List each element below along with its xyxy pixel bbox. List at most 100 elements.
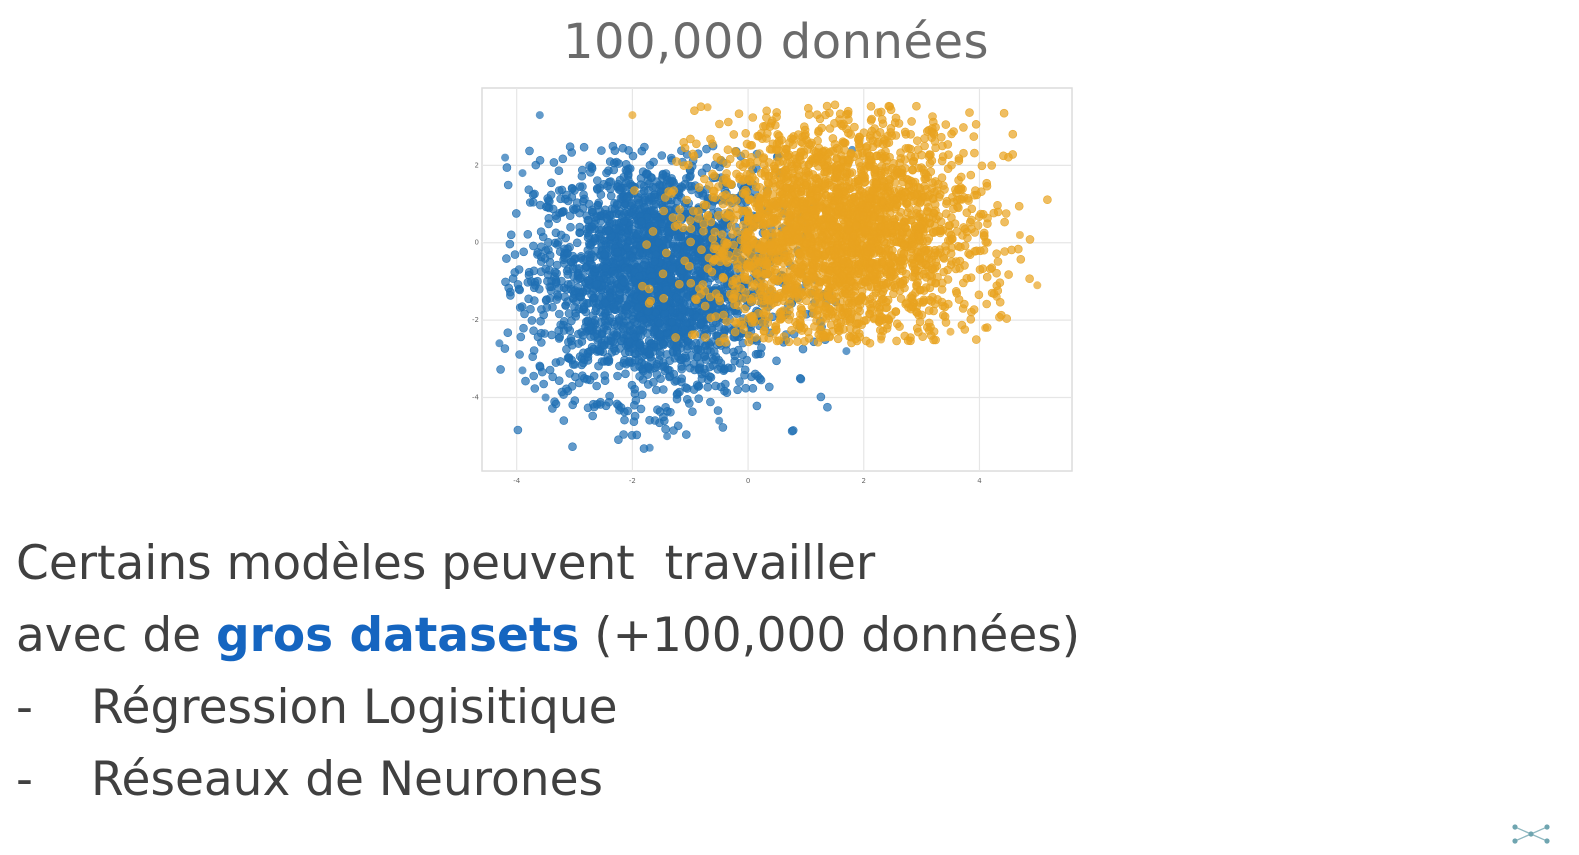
- series-blue-point: [596, 231, 605, 241]
- series-blue-point: [613, 328, 622, 337]
- series-blue-point: [620, 216, 629, 226]
- series-blue-point: [568, 400, 577, 410]
- series-blue-point: [565, 142, 575, 151]
- series-blue-point: [606, 177, 615, 186]
- series-blue-point: [701, 355, 711, 364]
- series-blue-point: [635, 340, 645, 349]
- series-orange-point: [962, 274, 972, 283]
- series-orange-point: [987, 161, 997, 170]
- series-orange-point: [966, 315, 976, 324]
- series-orange-point: [774, 131, 784, 141]
- series-orange-point: [707, 267, 717, 277]
- series-orange-point: [830, 100, 840, 110]
- series-orange-point: [873, 137, 883, 147]
- series-orange-point: [740, 149, 750, 159]
- series-orange-point: [878, 326, 888, 336]
- series-orange-point: [901, 299, 911, 309]
- series-blue-point: [630, 362, 639, 372]
- series-blue-point: [657, 219, 666, 228]
- series-orange-point: [834, 325, 843, 335]
- series-blue-point: [579, 348, 588, 358]
- series-orange-point: [708, 186, 718, 196]
- series-orange-point: [882, 139, 891, 148]
- series-orange-point: [912, 308, 922, 317]
- series-blue-point: [619, 277, 628, 287]
- series-blue-point: [582, 211, 591, 221]
- series-orange-point: [857, 267, 867, 276]
- series-orange-point: [811, 147, 821, 157]
- series-blue-point: [643, 307, 653, 316]
- series-orange-point: [758, 252, 768, 261]
- series-orange-point: [866, 101, 876, 111]
- series-orange-point: [1043, 195, 1052, 204]
- series-orange-point: [662, 248, 671, 258]
- series-blue-point: [658, 170, 668, 180]
- series-orange-point: [954, 154, 964, 163]
- series-orange-point: [922, 184, 931, 194]
- series-orange-point: [755, 244, 765, 253]
- x-tick-label: -2: [629, 477, 636, 485]
- series-blue-point: [541, 264, 550, 274]
- series-orange-point: [802, 279, 812, 288]
- series-blue-point: [554, 376, 564, 386]
- series-blue-point: [564, 337, 573, 347]
- series-orange-point: [748, 113, 758, 122]
- series-blue-point: [586, 168, 595, 177]
- series-blue-point: [529, 371, 539, 381]
- series-orange-point: [960, 261, 969, 270]
- series-blue-point: [535, 111, 544, 120]
- series-blue-point: [715, 416, 724, 425]
- series-blue-point: [584, 199, 594, 209]
- series-orange-point: [927, 277, 936, 286]
- series-orange-point: [912, 101, 921, 111]
- series-orange-point: [922, 198, 932, 207]
- series-orange-point: [741, 128, 751, 138]
- series-blue-point: [764, 382, 774, 392]
- series-blue-point: [553, 292, 563, 301]
- series-blue-point: [581, 307, 591, 317]
- series-orange-point: [833, 282, 843, 291]
- series-orange-point: [1016, 255, 1026, 264]
- series-orange-point: [995, 278, 1005, 287]
- series-blue-point: [706, 397, 715, 407]
- series-blue-point: [589, 344, 598, 354]
- series-blue-point: [605, 292, 615, 302]
- series-blue-point: [564, 309, 574, 318]
- series-blue-point: [600, 376, 610, 386]
- series-blue-point: [615, 175, 625, 185]
- series-blue-point: [677, 364, 686, 374]
- series-blue-point: [609, 302, 618, 312]
- series-blue-point: [583, 316, 592, 325]
- series-blue-point: [506, 230, 516, 240]
- series-blue-point: [518, 366, 527, 375]
- series-blue-point: [697, 374, 707, 383]
- series-orange-point: [900, 331, 910, 341]
- series-blue-point: [495, 339, 504, 348]
- series-orange-point: [723, 145, 733, 154]
- series-blue-point: [661, 424, 670, 434]
- series-blue-point: [651, 308, 660, 317]
- series-blue-point: [513, 280, 523, 289]
- series-blue-point: [630, 411, 640, 421]
- series-blue-point: [570, 205, 579, 215]
- series-blue-point: [798, 344, 808, 354]
- series-orange-point: [814, 127, 823, 137]
- series-blue-point: [600, 250, 609, 259]
- series-blue-point: [652, 385, 661, 395]
- series-blue-point: [552, 277, 561, 287]
- series-blue-point: [753, 371, 762, 381]
- series-blue-point: [538, 367, 547, 377]
- series-blue-point: [660, 366, 670, 376]
- series-orange-point: [1008, 129, 1018, 139]
- series-orange-point: [943, 299, 953, 309]
- series-orange-point: [854, 319, 863, 328]
- series-blue-point: [695, 267, 704, 276]
- series-blue-point: [672, 244, 681, 254]
- series-orange-point: [746, 294, 755, 304]
- series-blue-point: [751, 349, 761, 359]
- series-orange-point: [1002, 314, 1012, 323]
- series-blue-point: [496, 365, 505, 374]
- series-blue-point: [567, 183, 577, 193]
- series-blue-point: [614, 159, 623, 168]
- series-orange-point: [700, 301, 710, 311]
